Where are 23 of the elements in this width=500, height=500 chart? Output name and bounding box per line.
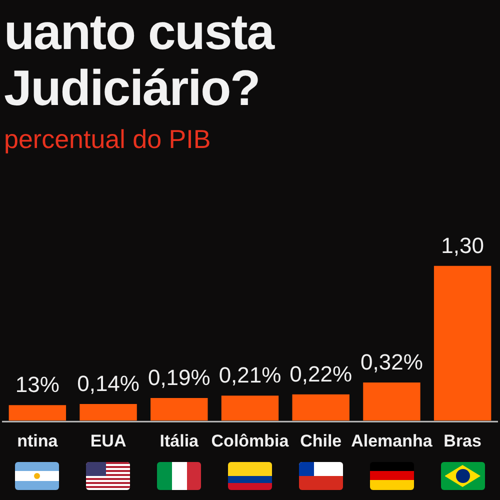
data-label: 1,30 [441, 232, 484, 258]
data-label: 0,14% [77, 371, 140, 396]
x-tick-label: Colômbia [211, 431, 290, 450]
bar [292, 394, 350, 421]
bar [434, 266, 492, 421]
data-label: 0,21% [218, 362, 282, 388]
x-tick-label: Itália [160, 431, 200, 450]
bar [150, 398, 208, 421]
x-tick-label: Bras [444, 431, 482, 450]
chart-title: uanto custa Judiciário? [4, 4, 274, 116]
x-tick-label: EUA [90, 431, 126, 450]
chart-subtitle: percentual do PIB [4, 124, 211, 155]
x-tick-label: Chile [300, 431, 342, 450]
data-label: 0,19% [148, 365, 210, 390]
data-label: 0,22% [290, 361, 352, 386]
x-tick-label: Alemanha [351, 431, 433, 450]
data-label: 13% [15, 372, 60, 398]
bar [8, 405, 66, 421]
data-label: 0,32% [360, 350, 423, 375]
x-tick-label: ntina [17, 431, 58, 450]
bar [221, 396, 279, 421]
bar [363, 382, 420, 421]
bar [80, 404, 137, 421]
